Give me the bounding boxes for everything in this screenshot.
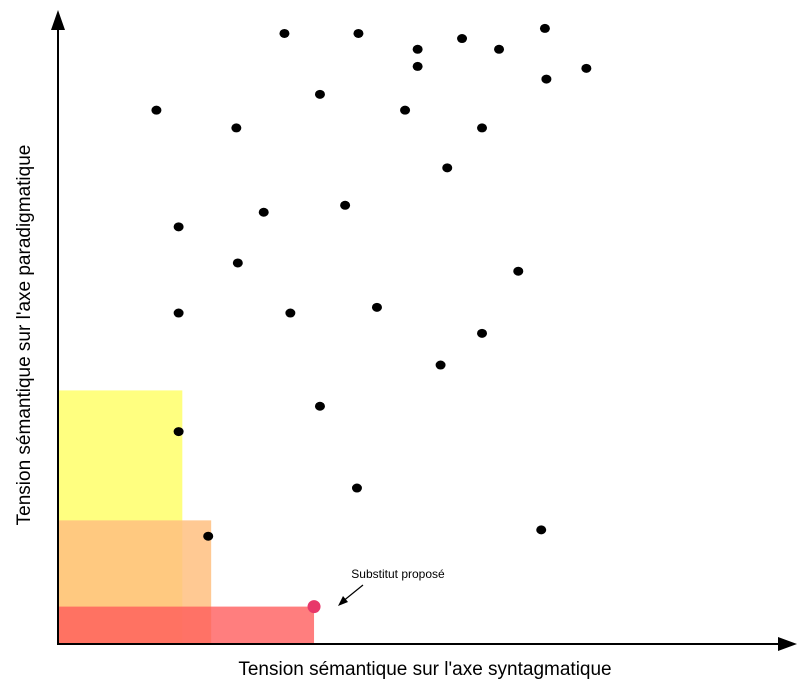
threshold-regions (58, 390, 315, 644)
annotation-arrow-icon (338, 596, 348, 606)
y-axis-arrow-icon (51, 10, 65, 30)
data-point (412, 44, 423, 54)
data-points (151, 23, 592, 541)
data-point (494, 44, 505, 54)
data-point (351, 483, 362, 493)
annotation-label: Substitut proposé (351, 567, 445, 581)
data-point (400, 105, 411, 115)
data-point (477, 328, 488, 338)
data-point (173, 308, 184, 318)
data-point (412, 61, 423, 71)
threshold-region-3 (58, 606, 315, 644)
data-point (314, 401, 325, 411)
data-point (173, 222, 184, 232)
proposed-point (307, 600, 321, 614)
data-point (477, 123, 488, 133)
data-point (173, 427, 184, 437)
data-point (442, 163, 453, 173)
data-point (536, 525, 547, 535)
data-point (340, 200, 351, 210)
x-axis-label: Tension sémantique sur l'axe syntagmatiq… (238, 659, 611, 680)
data-point (151, 105, 162, 115)
data-point (371, 302, 382, 312)
data-point (457, 34, 468, 44)
data-point (435, 360, 446, 370)
data-point (203, 531, 214, 541)
y-axis-label: Tension sémantique sur l'axe paradigmati… (14, 145, 35, 526)
data-point (353, 28, 364, 38)
data-point (279, 28, 290, 38)
proposed-substitute (307, 600, 321, 614)
data-point (231, 123, 242, 133)
data-point (285, 308, 296, 318)
x-axis-arrow-icon (778, 637, 797, 651)
data-point (314, 89, 325, 99)
data-point (541, 74, 552, 84)
data-point (581, 63, 592, 73)
data-point (258, 207, 269, 217)
data-point (232, 258, 243, 268)
data-point (539, 23, 550, 33)
data-point (513, 266, 524, 276)
